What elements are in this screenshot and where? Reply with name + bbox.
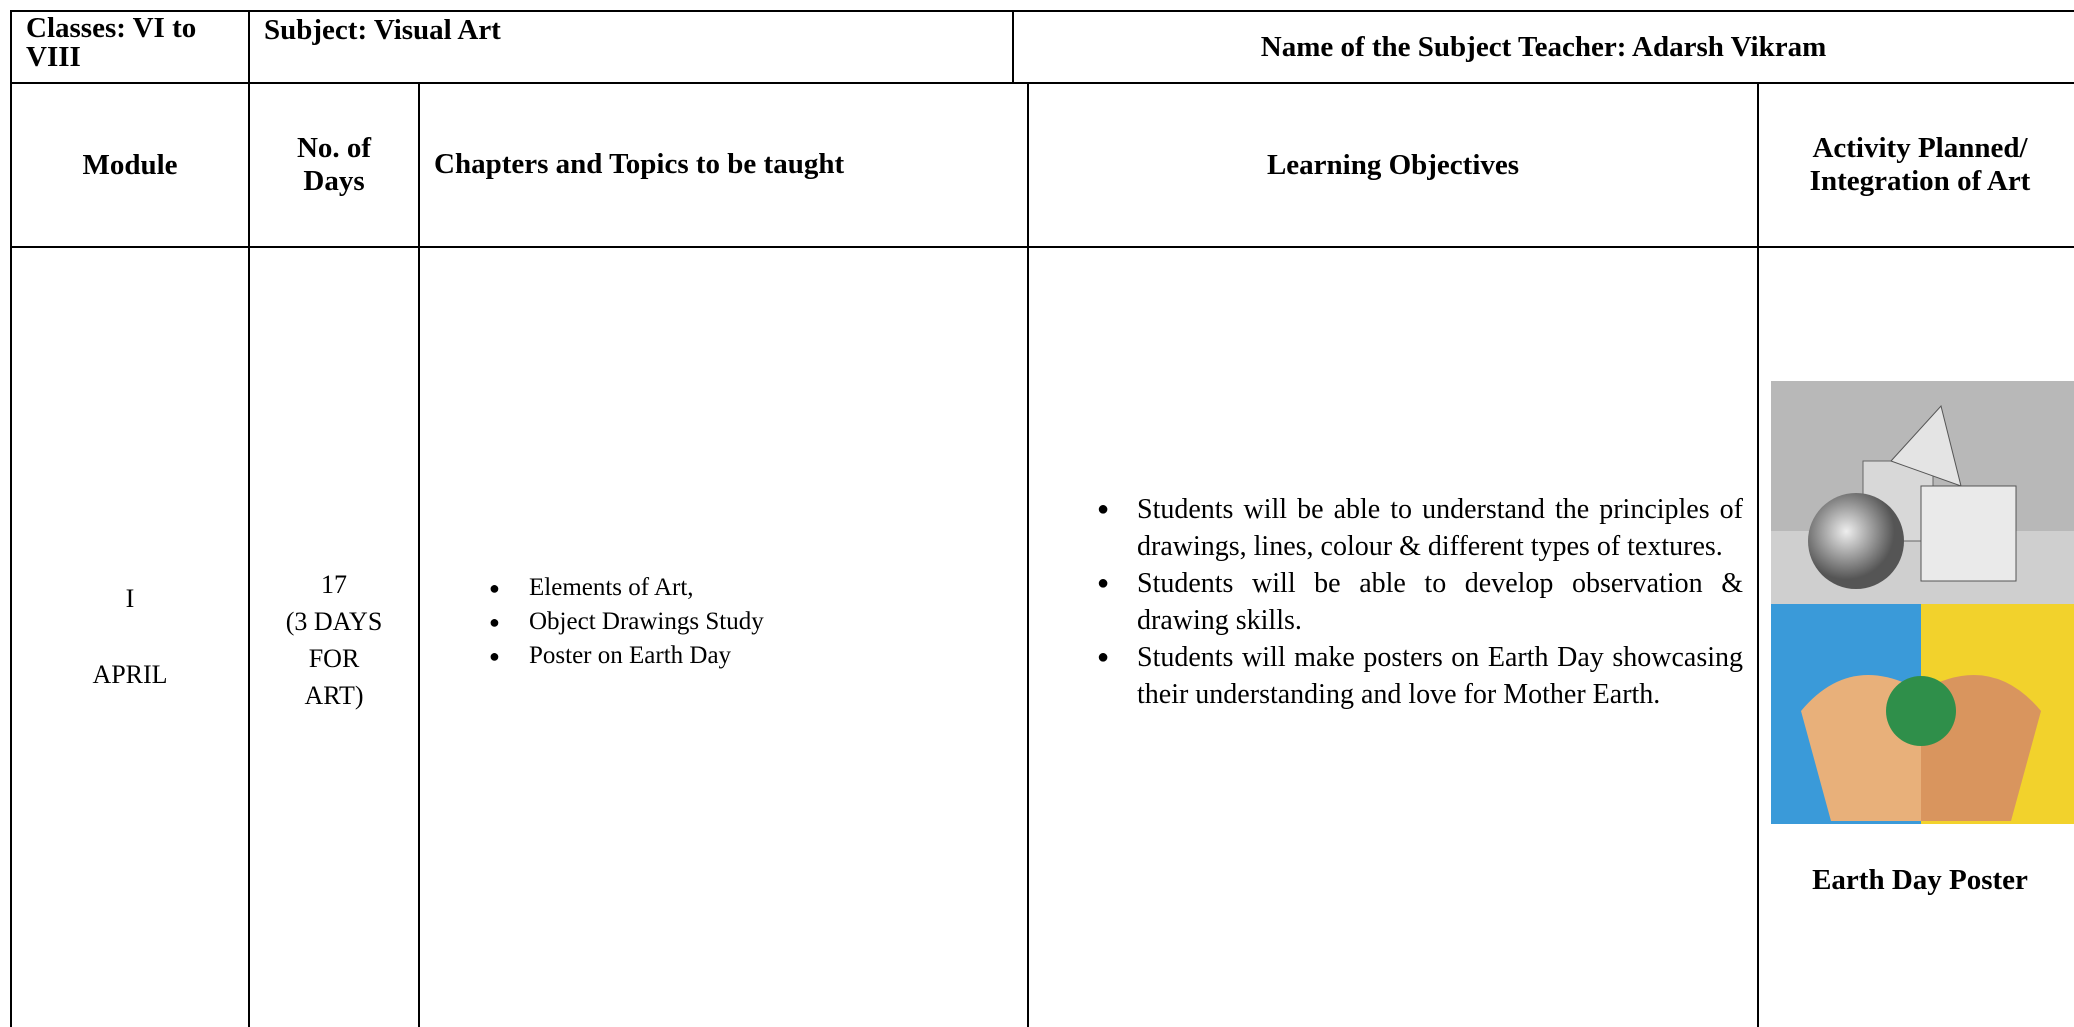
box <box>1920 485 2017 582</box>
column-header: Module <box>82 148 178 181</box>
sphere <box>1808 493 1904 589</box>
activity-images <box>1771 381 2074 824</box>
border <box>11 246 2074 248</box>
border <box>418 82 420 1027</box>
column-header: Chapters and Topics to be taught <box>434 148 845 180</box>
column-header: Activity Planned/ Integration of Art <box>1809 132 2031 197</box>
topics: Elements of Art, Object Drawings Study P… <box>489 571 989 673</box>
column-header: No. of Days <box>296 132 372 197</box>
days-line: (3 DAYS <box>285 607 383 636</box>
days-line: FOR <box>308 644 360 673</box>
days: 17 (3 DAYS FOR ART) <box>250 566 418 714</box>
pyramid <box>1890 404 1962 487</box>
objective: Students will be able to understand the … <box>1097 491 1743 565</box>
month: APRIL <box>92 660 168 689</box>
border <box>248 10 250 1027</box>
subject: Subject: Visual Art <box>264 14 501 46</box>
border <box>1012 10 1014 83</box>
border <box>1027 82 1029 1027</box>
border <box>11 10 2074 12</box>
topic: Elements of Art, <box>489 571 989 605</box>
objective: Students will be able to develop observa… <box>1097 565 1743 639</box>
objective: Students will make posters on Earth Day … <box>1097 639 1743 713</box>
poster-earth <box>1886 676 1956 746</box>
activity: Earth Day Poster <box>1812 864 2028 896</box>
classes: Classes: VI to VIII <box>26 12 197 73</box>
teacher: Name of the Subject Teacher: Adarsh Vikr… <box>1260 31 1827 63</box>
module: I <box>125 584 135 613</box>
topic: Object Drawings Study <box>489 605 989 639</box>
days-line: ART) <box>304 681 364 710</box>
border <box>1757 82 1759 1027</box>
objectives: Students will be able to understand the … <box>1097 491 1743 713</box>
border <box>11 82 2074 84</box>
topic: Poster on Earth Day <box>489 639 989 673</box>
border <box>10 10 12 1027</box>
days-line: 17 <box>321 570 347 599</box>
column-header: Learning Objectives <box>1266 148 1520 181</box>
